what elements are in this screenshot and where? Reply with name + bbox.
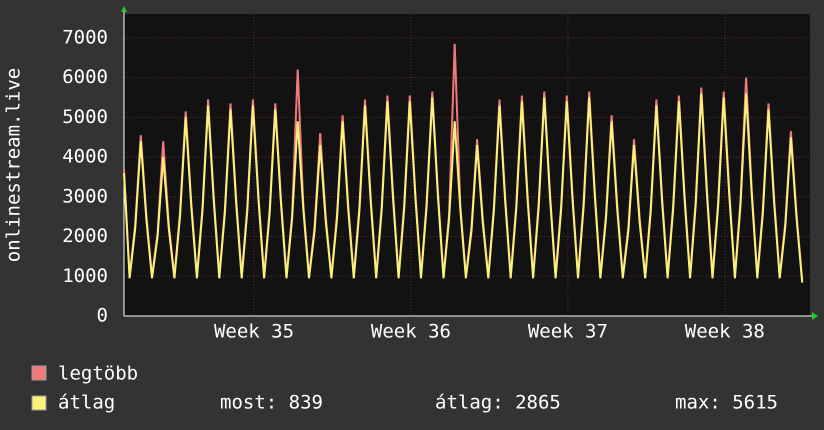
- y-tick-label: 6000: [62, 66, 108, 88]
- axis-arrow: [812, 312, 818, 320]
- y-axis-label: onlinestream.live: [3, 68, 25, 262]
- legend-label: legtöbb: [58, 363, 138, 385]
- x-tick-label: Week 35: [214, 321, 294, 343]
- axis-arrow: [121, 6, 127, 12]
- legend-label: átlag: [58, 392, 115, 414]
- y-tick-label: 1000: [62, 265, 108, 287]
- series-line: [123, 93, 804, 283]
- stat: átlag: 2865: [435, 392, 561, 414]
- y-tick-label: 2000: [62, 225, 108, 247]
- legend-swatch: [31, 365, 47, 381]
- stat: max: 5615: [675, 392, 778, 414]
- y-tick-label: 0: [97, 305, 108, 327]
- x-tick-label: Week 38: [685, 321, 765, 343]
- stat: most: 839: [220, 392, 323, 414]
- y-tick-label: 5000: [62, 106, 108, 128]
- y-tick-label: 7000: [62, 26, 108, 48]
- y-tick-label: 4000: [62, 146, 108, 168]
- y-tick-label: 3000: [62, 185, 108, 207]
- legend-swatch: [31, 395, 47, 411]
- x-tick-label: Week 37: [528, 321, 608, 343]
- x-tick-label: Week 36: [371, 321, 451, 343]
